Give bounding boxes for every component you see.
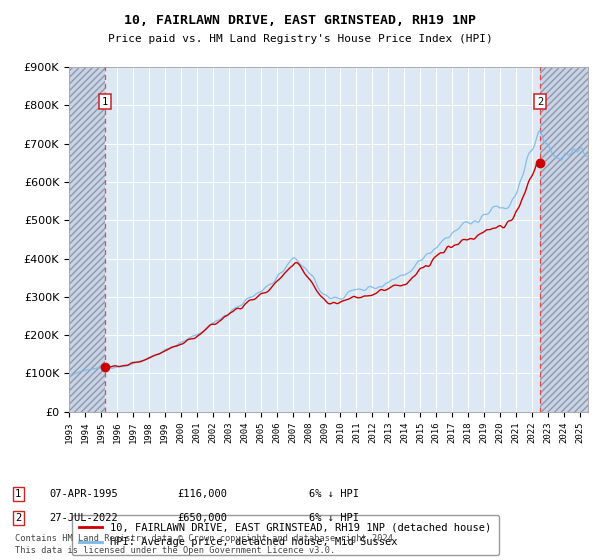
Legend: 10, FAIRLAWN DRIVE, EAST GRINSTEAD, RH19 1NP (detached house), HPI: Average pric: 10, FAIRLAWN DRIVE, EAST GRINSTEAD, RH19… (71, 515, 499, 555)
Text: 10, FAIRLAWN DRIVE, EAST GRINSTEAD, RH19 1NP: 10, FAIRLAWN DRIVE, EAST GRINSTEAD, RH19… (124, 14, 476, 27)
Text: 1: 1 (15, 489, 21, 499)
Text: 6% ↓ HPI: 6% ↓ HPI (309, 489, 359, 499)
Text: Price paid vs. HM Land Registry's House Price Index (HPI): Price paid vs. HM Land Registry's House … (107, 34, 493, 44)
Text: 6% ↓ HPI: 6% ↓ HPI (309, 513, 359, 523)
Text: 07-APR-1995: 07-APR-1995 (49, 489, 118, 499)
Text: £650,000: £650,000 (177, 513, 227, 523)
Text: 1: 1 (102, 97, 108, 106)
Text: 2: 2 (537, 97, 543, 106)
Text: Contains HM Land Registry data © Crown copyright and database right 2024.
This d: Contains HM Land Registry data © Crown c… (15, 534, 398, 555)
Text: £116,000: £116,000 (177, 489, 227, 499)
Text: 2: 2 (15, 513, 21, 523)
Text: 27-JUL-2022: 27-JUL-2022 (49, 513, 118, 523)
